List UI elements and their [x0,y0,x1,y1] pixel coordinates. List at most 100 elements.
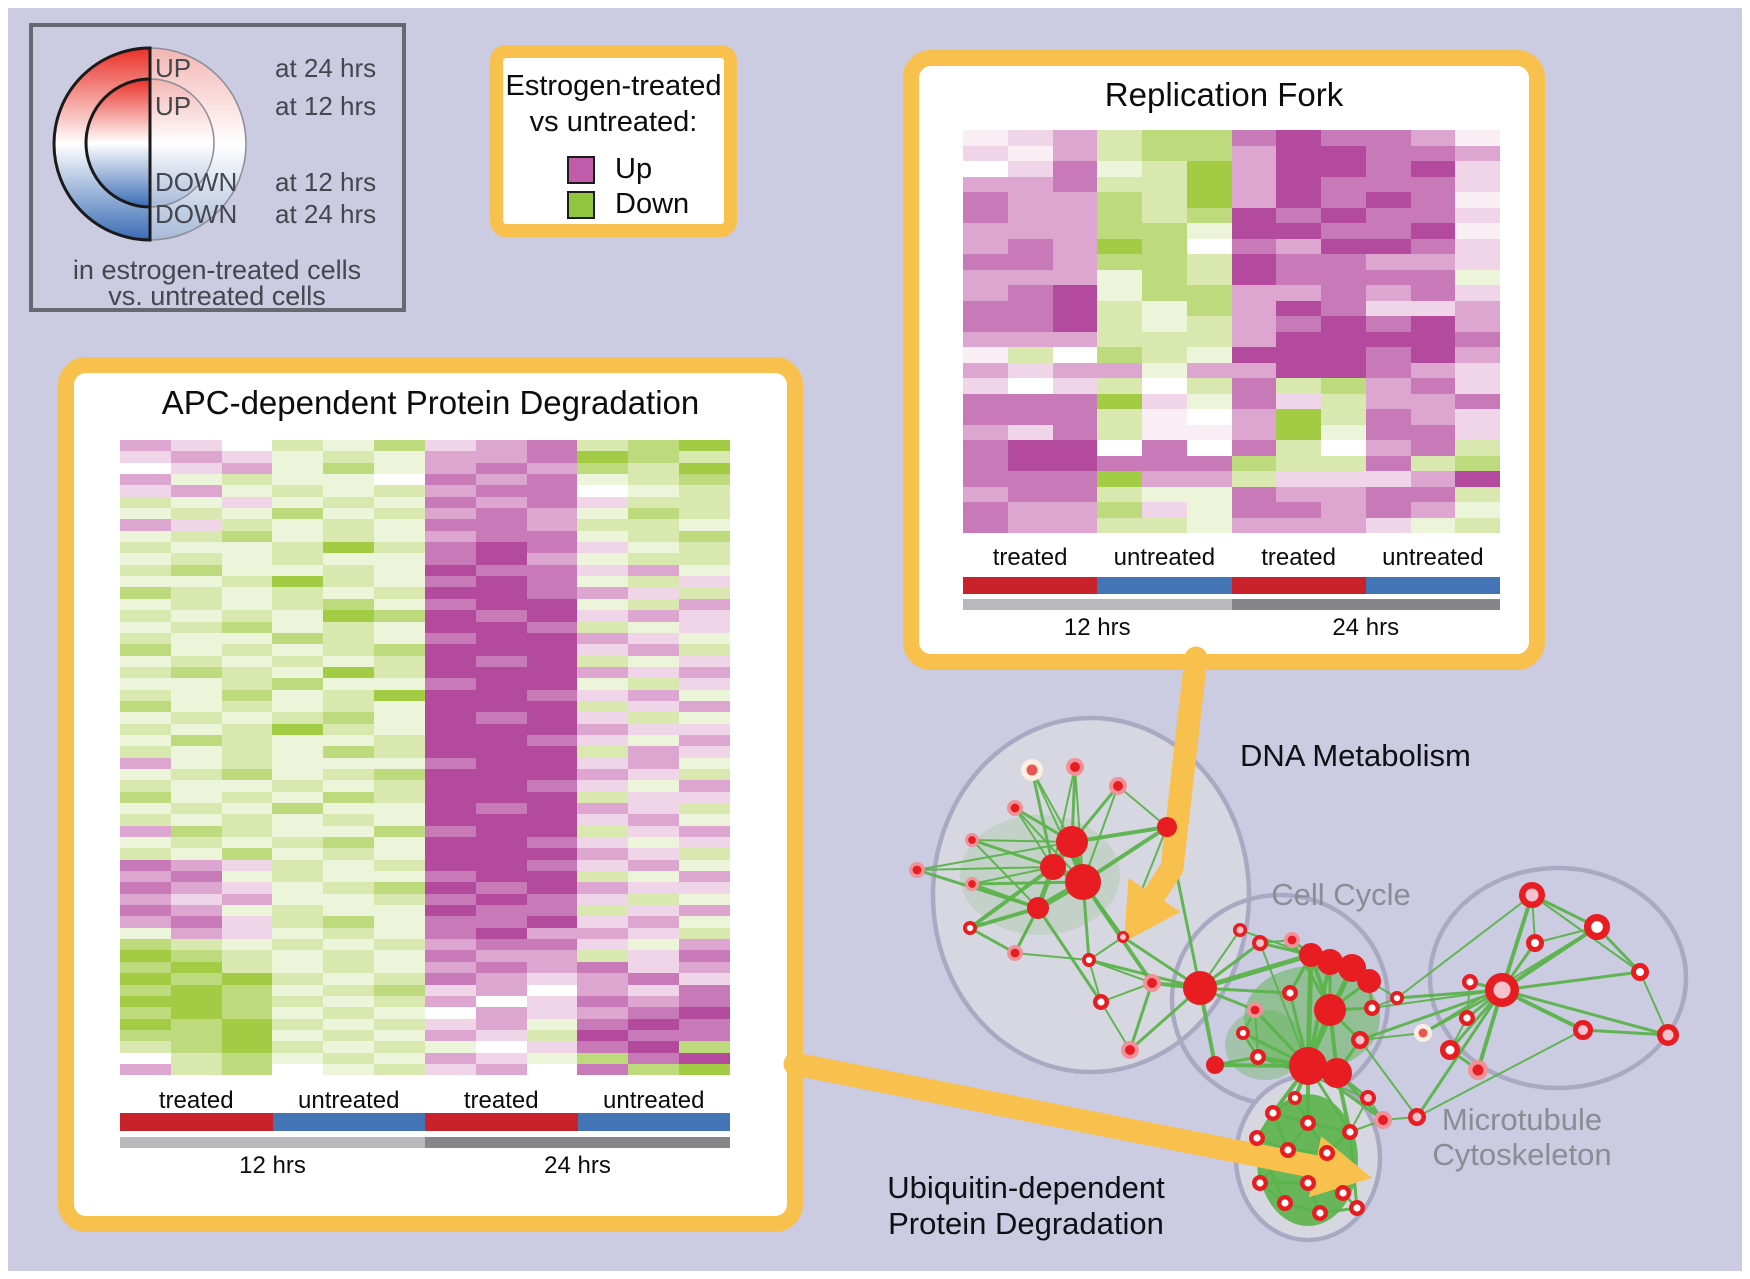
heatmap-cell [1142,285,1187,301]
heatmap-cell [628,825,680,838]
heatmap-cell [272,530,324,543]
heatmap-cell [323,973,375,985]
heatmap-cell [221,1052,273,1064]
rf-bar-untreated-24 [1365,577,1500,594]
ring-caption-line2: vs. untreated cells [108,281,326,308]
heatmap-cell [221,757,273,769]
heatmap-cell [475,576,527,588]
heatmap-cell [1365,285,1411,301]
heatmap-cell [323,689,375,701]
heatmap-cell [221,587,273,599]
heatmap-cell [1321,378,1366,394]
heatmap-cell [323,440,375,452]
heatmap-cell [1321,192,1366,208]
heatmap-cell [679,825,730,838]
heatmap-cell [1321,424,1366,440]
heatmap-cell [628,837,680,849]
heatmap-row [120,553,730,565]
heatmap-cell [1007,502,1053,518]
heatmap-cell [1186,300,1232,316]
heatmap-cell [679,700,730,713]
heatmap-cell [1186,362,1232,378]
heatmap-cell [628,610,680,622]
heatmap-cell [628,666,680,679]
heatmap-cell [628,598,680,611]
heatmap-cell [475,587,527,599]
heatmap-cell [526,610,578,622]
heatmap-cell [679,734,730,747]
heatmap-cell [679,984,730,996]
heatmap-cell [1142,455,1187,471]
heatmap-cell [374,451,425,463]
heatmap-cell [628,542,680,554]
apc-heatmap [120,440,730,1076]
heatmap-cell [475,837,527,849]
heatmap-row [120,587,730,599]
heatmap-cell [628,893,680,906]
heatmap-cell [170,576,222,588]
heatmap-cell [1186,145,1232,161]
heatmap-cell [1052,378,1098,394]
heatmap-cell [424,655,476,667]
heatmap-cell [1410,254,1456,270]
heatmap-cell [170,598,222,611]
heatmap-cell [272,973,324,985]
heatmap-cell [679,791,730,803]
heatmap-cell [1097,130,1142,146]
heatmap-row [120,1018,730,1030]
heatmap-cell [374,746,425,758]
apc-time-labels: 12 hrs 24 hrs [120,1152,730,1180]
heatmap-row [120,462,730,475]
heatmap-cell [1142,316,1187,332]
heatmap-cell [526,905,578,917]
heatmap-cell [323,871,375,883]
heatmap-cell [628,757,680,769]
heatmap-cell [1321,409,1366,425]
heatmap-cell [323,916,375,928]
heatmap-cell [1276,517,1321,533]
heatmap-cell [1365,347,1411,363]
heatmap-cell [1231,517,1277,533]
heatmap-cell [1455,223,1500,239]
heatmap-row [963,424,1500,440]
heatmap-cell [475,1007,527,1019]
heatmap-cell [1052,223,1098,239]
heatmap-cell [323,1029,375,1042]
heatmap-cell [323,814,375,826]
heatmap-cell [221,496,273,509]
heatmap-cell [120,553,171,565]
heatmap-row [963,130,1500,146]
inner-ring-left-half [84,77,152,209]
heatmap-cell [1410,223,1456,239]
heatmap-cell [374,848,425,860]
heatmap-cell [272,1018,324,1030]
heatmap-cell [1007,393,1053,409]
ring-legend-box: UP at 24 hrs UP at 12 hrs DOWN at 12 hrs… [29,23,406,312]
heatmap-cell [1231,347,1277,363]
heatmap-cell [170,973,222,985]
heatmap-cell [475,1052,527,1064]
heatmap-cell [424,757,476,769]
apc-bar-untreated-12 [272,1113,425,1131]
heatmap-cell [1186,192,1232,208]
heatmap-cell [475,666,527,679]
heatmap-cell [577,1007,629,1019]
heatmap-row [120,734,730,747]
heatmap-row [120,666,730,679]
heatmap-cell [577,848,629,860]
heatmap-cell [374,814,425,826]
heatmap-cell [679,916,730,928]
heatmap-cell [963,517,1008,533]
heatmap-cell [170,587,222,599]
heatmap-cell [1365,424,1411,440]
apc-group-labels: treated untreated treated untreated [120,1087,730,1115]
heatmap-cell [120,700,171,713]
heatmap-cell [526,576,578,588]
heatmap-cell [424,587,476,599]
heatmap-cell [170,734,222,747]
heatmap-row [963,486,1500,502]
heatmap-cell [323,791,375,803]
heatmap-cell [1321,145,1366,161]
heatmap-cell [526,1052,578,1064]
heatmap-cell [679,621,730,633]
